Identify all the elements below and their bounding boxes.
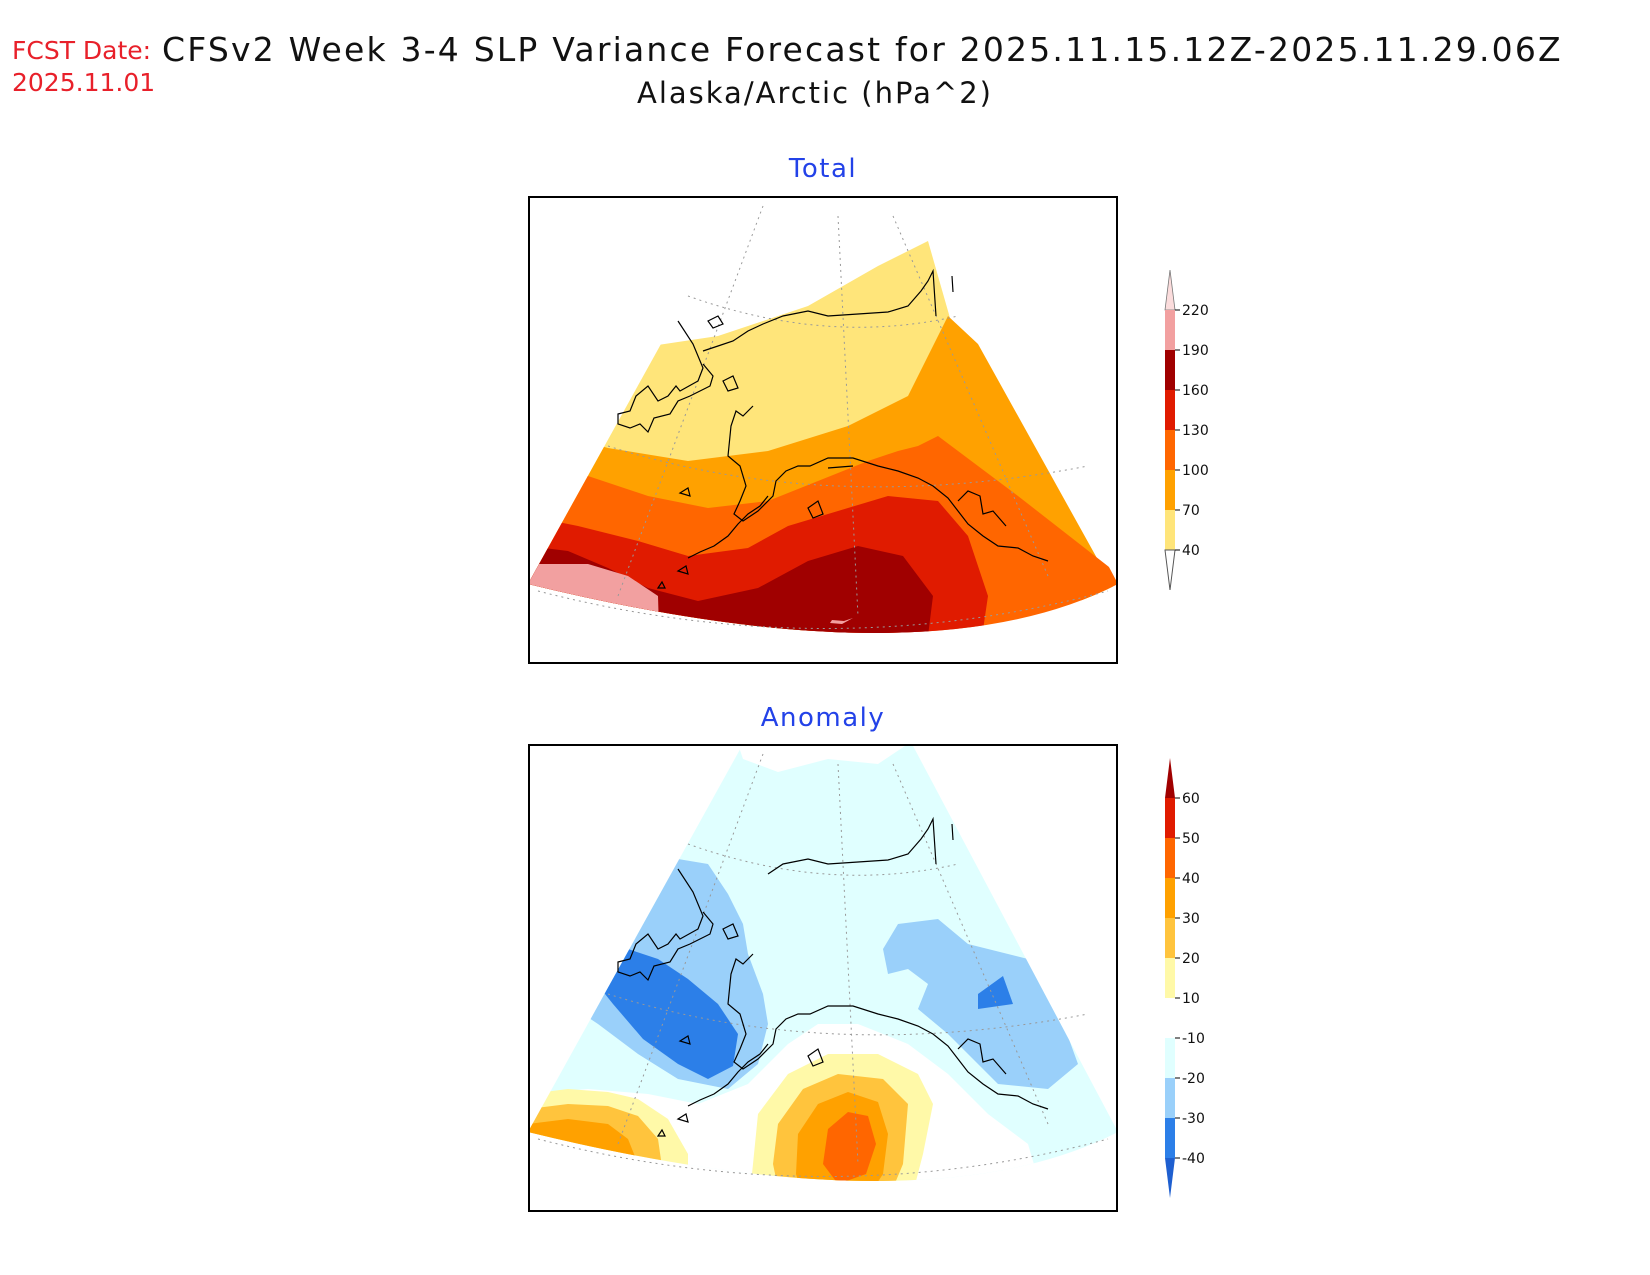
sub-title: Alaska/Arctic (hPa^2) bbox=[637, 76, 993, 110]
colorbar-label: 220 bbox=[1182, 303, 1209, 319]
colorbar-label: -20 bbox=[1182, 1071, 1205, 1087]
colorbar-swatch-30-40 bbox=[1165, 878, 1175, 918]
colorbar-label: 100 bbox=[1182, 463, 1209, 479]
total-variance-map bbox=[528, 196, 1118, 664]
colorbar-swatch-minus30-minus20 bbox=[1165, 1078, 1175, 1118]
colorbar-label: 20 bbox=[1182, 951, 1200, 967]
colorbar-label: 60 bbox=[1182, 791, 1200, 807]
field-minus30-minus40-west bbox=[593, 949, 738, 1079]
colorbar-label: 40 bbox=[1182, 871, 1200, 887]
colorbar-label: -30 bbox=[1182, 1111, 1205, 1127]
colorbar-swatch-minus10-10 bbox=[1165, 998, 1175, 1038]
graticule-lines bbox=[537, 753, 1109, 1177]
coastlines bbox=[617, 268, 1049, 589]
colorbar-swatch-50-60 bbox=[1165, 798, 1175, 838]
colorbar-label: 10 bbox=[1182, 991, 1200, 1007]
field-minus30-minus40-east bbox=[978, 976, 1013, 1009]
colorbar-bottom-arrow bbox=[1164, 549, 1176, 591]
colorbar-swatch-40-70 bbox=[1165, 510, 1175, 550]
colorbar-bottom-arrow bbox=[1165, 1158, 1175, 1198]
colorbar-label: 160 bbox=[1182, 383, 1209, 399]
panel-title-anomaly: Anomaly bbox=[760, 703, 886, 733]
colorbar-swatch-40-50 bbox=[1165, 838, 1175, 878]
graticule-lines bbox=[537, 205, 1109, 629]
panel-title-total: Total bbox=[788, 154, 858, 184]
colorbar-label: -40 bbox=[1182, 1151, 1205, 1167]
map-frame bbox=[528, 744, 1118, 1212]
colorbar-swatch-70-100 bbox=[1165, 470, 1175, 510]
colorbar-top-arrow bbox=[1165, 758, 1175, 798]
colorbar-label: 40 bbox=[1182, 543, 1200, 559]
colorbar-swatch-minus40-minus30 bbox=[1165, 1118, 1175, 1158]
fcst-date-value: 2025.11.01 bbox=[12, 68, 156, 97]
colorbar-swatch-minus20-minus10 bbox=[1165, 1038, 1175, 1078]
colorbar-label: -10 bbox=[1182, 1031, 1205, 1047]
fcst-date-label: FCST Date: bbox=[12, 36, 152, 65]
map-frame bbox=[528, 196, 1118, 664]
colorbar-label: 130 bbox=[1182, 423, 1209, 439]
anomaly-map bbox=[528, 744, 1118, 1212]
field-near-zero-top bbox=[738, 744, 908, 772]
colorbar-label: 190 bbox=[1182, 343, 1209, 359]
main-title: CFSv2 Week 3-4 SLP Variance Forecast for… bbox=[162, 30, 1563, 69]
colorbar-label: 30 bbox=[1182, 911, 1200, 927]
field-190-spot bbox=[830, 618, 853, 624]
field-160-190 bbox=[528, 546, 933, 633]
field-40-50-south bbox=[823, 1112, 876, 1181]
colorbar-swatch-130-160 bbox=[1165, 390, 1175, 430]
colorbar-label: 50 bbox=[1182, 831, 1200, 847]
colorbar-swatch-160-190 bbox=[1165, 350, 1175, 390]
total-colorbar: 220 190 160 130 100 70 40 bbox=[1164, 269, 1209, 591]
field-40-50-southwest bbox=[568, 1149, 608, 1172]
coastlines bbox=[617, 816, 1049, 1137]
colorbar-label: 70 bbox=[1182, 503, 1200, 519]
anomaly-colorbar: 60 50 40 30 20 10 -10 -20 -30 -40 bbox=[1165, 758, 1205, 1198]
colorbar-swatch-10-20 bbox=[1165, 958, 1175, 998]
colorbar-top-arrow bbox=[1164, 269, 1176, 311]
colorbar-swatch-20-30 bbox=[1165, 918, 1175, 958]
colorbar-swatch-100-130 bbox=[1165, 430, 1175, 470]
colorbar-swatch-190-220 bbox=[1165, 310, 1175, 350]
